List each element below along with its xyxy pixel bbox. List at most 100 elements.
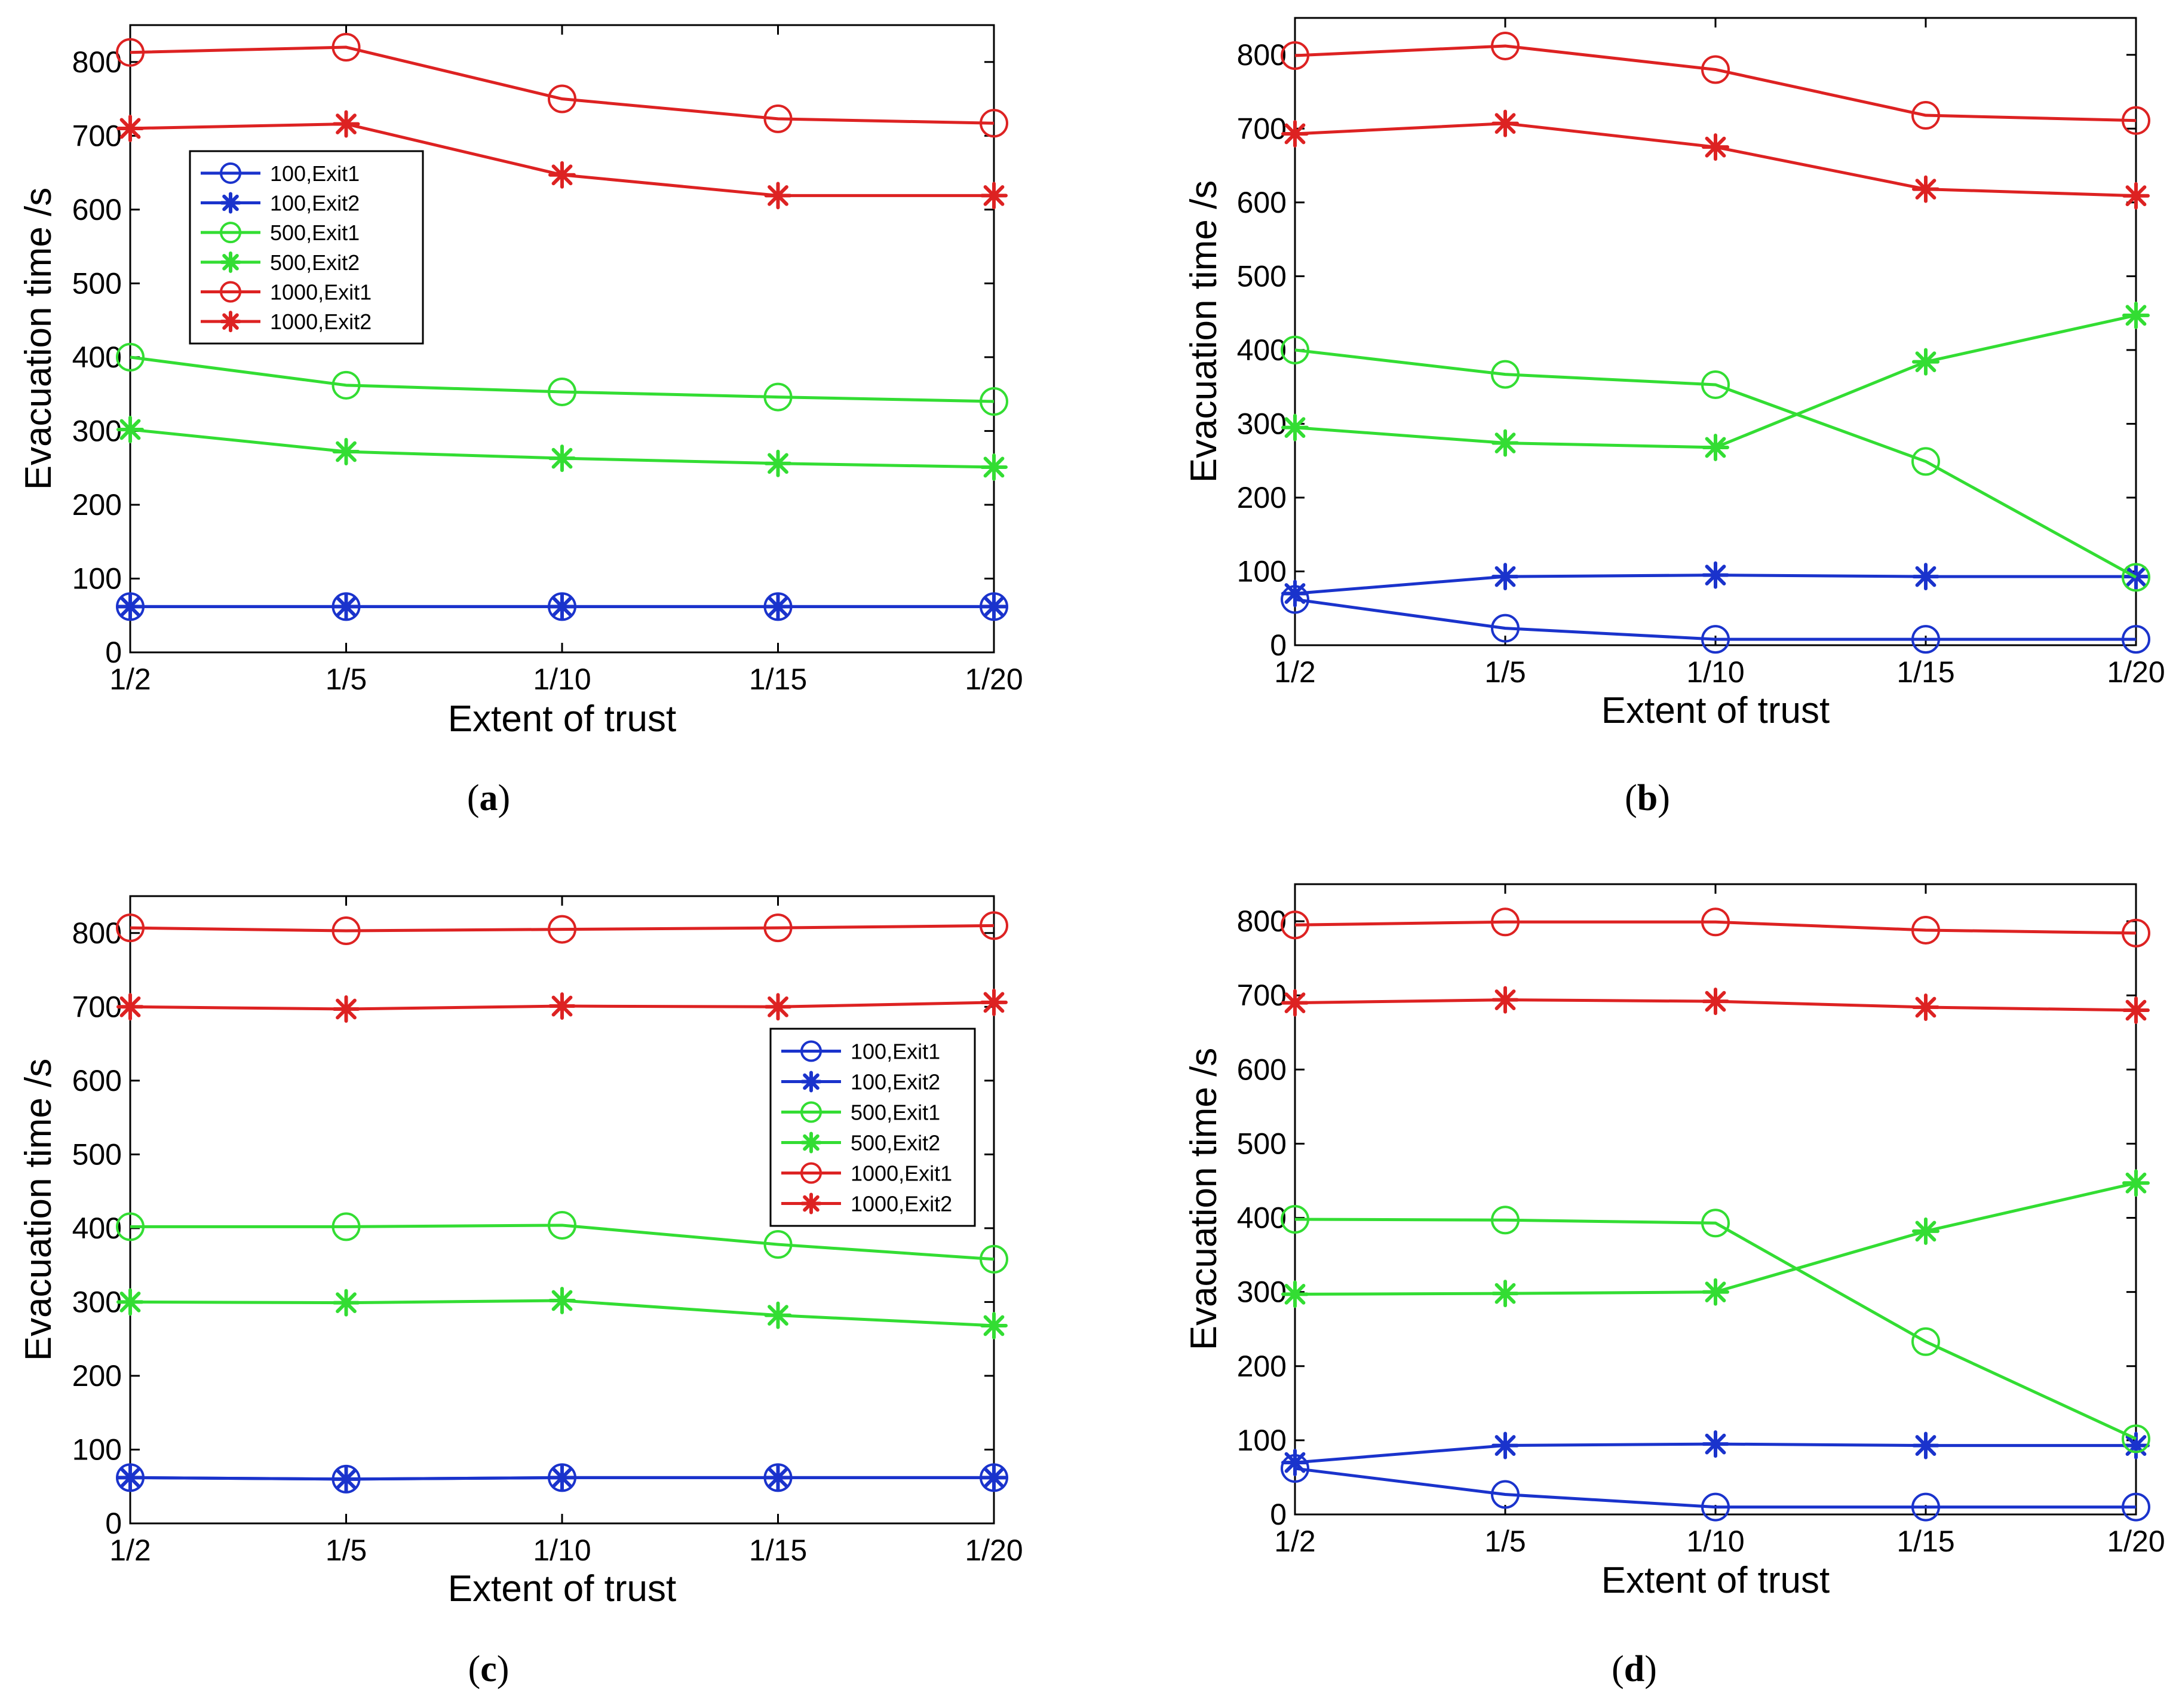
series-500-exit2 xyxy=(1281,301,2150,461)
series-500-exit2 xyxy=(116,415,1008,481)
circle-marker xyxy=(1491,614,1520,643)
circle-marker xyxy=(1911,1492,1940,1522)
star-marker xyxy=(980,988,1008,1016)
x-tick-label: 1/10 xyxy=(533,1534,591,1567)
y-axis-title-d: Evacuation time /s xyxy=(1183,1048,1224,1351)
series-line xyxy=(1294,348,2137,579)
legend-entry: 1000,Exit2 xyxy=(201,309,372,334)
circle-marker xyxy=(763,913,793,943)
legend-entry: 100,Exit2 xyxy=(201,191,360,216)
circle-marker xyxy=(1911,447,1940,476)
series-b xyxy=(1281,31,2150,654)
y-tick-label: 800 xyxy=(1237,904,1287,938)
chart-panel-a: 0 100 200 300 400 500 600 700 800 1/2 1/5 1/10 1/15 1… xyxy=(18,24,1023,818)
circle-marker xyxy=(1701,1492,1730,1522)
legend-marker xyxy=(800,1101,822,1123)
star-marker xyxy=(764,1464,792,1492)
y-tick-label: 0 xyxy=(1270,1498,1287,1531)
star-marker xyxy=(1281,579,1309,608)
star-marker xyxy=(980,182,1008,210)
y-tick-label: 300 xyxy=(1237,1275,1287,1309)
star-marker xyxy=(116,1288,144,1316)
chart-panel-d: 0 100 200 300 400 500 600 700 800 1/2 1/5 1/10 1/15 1… xyxy=(1183,883,2165,1689)
series-100-exit2 xyxy=(116,593,1008,621)
legend-label: 1000,Exit2 xyxy=(270,309,372,334)
legend-label: 500,Exit1 xyxy=(851,1100,940,1125)
series-line xyxy=(130,924,995,933)
series-100-exit1 xyxy=(1281,585,2150,654)
legend-entry: 100,Exit1 xyxy=(201,161,360,186)
x-tick-label: 1/15 xyxy=(749,663,807,696)
y-tick-label: 500 xyxy=(1237,259,1287,293)
series-1000-exit2 xyxy=(116,988,1008,1023)
panel-caption-d: (d) xyxy=(1612,1649,1657,1689)
star-marker xyxy=(116,593,144,621)
series-line xyxy=(1294,597,2136,641)
circle-marker xyxy=(1701,625,1730,654)
circle-marker xyxy=(980,387,1008,416)
y-tick-label: 800 xyxy=(72,916,122,950)
y-tick-label: 0 xyxy=(105,636,122,669)
y-tick-label: 200 xyxy=(72,1359,122,1393)
circle-marker xyxy=(1701,907,1730,937)
series-100-exit1 xyxy=(1281,1454,2150,1522)
circle-marker xyxy=(1911,101,1940,130)
x-tick-label: 1/5 xyxy=(1484,1525,1526,1558)
circle-marker xyxy=(1701,370,1730,399)
y-tick-label: 100 xyxy=(1237,554,1287,588)
circle-marker xyxy=(2122,563,2150,592)
circle-marker xyxy=(1701,55,1730,84)
star-marker xyxy=(764,1301,792,1329)
series-500-exit1 xyxy=(1281,1205,2150,1454)
series-500-exit1 xyxy=(116,1210,1008,1274)
circle-marker xyxy=(763,1230,793,1259)
legend-marker xyxy=(220,222,241,244)
series-500-exit2 xyxy=(116,1286,1008,1339)
star-marker xyxy=(1912,1217,1939,1245)
legend-entry: 100,Exit1 xyxy=(781,1039,940,1064)
y-tick-label: 600 xyxy=(72,193,122,226)
y-axis-title-a: Evacuation time /s xyxy=(18,188,59,490)
legend-label: 500,Exit2 xyxy=(270,250,360,275)
star-marker xyxy=(2122,1431,2150,1459)
y-tick-label: 500 xyxy=(1237,1127,1287,1160)
x-tick-label: 1/20 xyxy=(965,663,1023,696)
legend-label: 1000,Exit1 xyxy=(851,1161,952,1186)
y-axis-title-b: Evacuation time /s xyxy=(1183,180,1224,483)
legend-label: 1000,Exit1 xyxy=(270,280,372,305)
x-tick-label: 1/5 xyxy=(1484,655,1526,689)
star-marker xyxy=(1281,413,1309,441)
star-marker xyxy=(764,449,792,477)
legend-marker xyxy=(220,162,241,184)
legend-label: 100,Exit1 xyxy=(270,161,360,186)
legend-entry: 1000,Exit2 xyxy=(781,1192,952,1216)
star-marker xyxy=(1912,563,1939,591)
series-500-exit1 xyxy=(1281,335,2150,592)
legend-marker xyxy=(800,1162,822,1184)
legend-a: 100,Exit1 100,Exit2 500,Exit1 500,Exit2 1000… xyxy=(189,150,424,345)
circle-marker xyxy=(1491,907,1520,937)
star-marker xyxy=(1281,989,1309,1017)
circle-marker xyxy=(1491,360,1520,389)
x-axis-title-d: Extent of trust xyxy=(1601,1560,1830,1601)
star-marker xyxy=(980,453,1008,481)
legend-entry: 500,Exit1 xyxy=(781,1100,940,1125)
y-tick-label: 100 xyxy=(72,1433,122,1466)
legend-marker xyxy=(800,1192,822,1215)
legend-entry: 500,Exit2 xyxy=(781,1131,940,1155)
circle-marker xyxy=(1281,1205,1309,1234)
legend-box xyxy=(769,1028,976,1227)
x-tick-label: 1/20 xyxy=(965,1534,1023,1567)
x-axis-title-c: Extent of trust xyxy=(448,1568,677,1609)
y-tick-label: 400 xyxy=(72,341,122,374)
circle-marker xyxy=(2122,1424,2150,1454)
x-tick-label: 1/10 xyxy=(1686,655,1744,689)
circle-marker xyxy=(116,38,145,67)
star-marker xyxy=(2122,301,2150,329)
legend-label: 100,Exit2 xyxy=(270,191,360,216)
star-marker xyxy=(1491,1280,1519,1308)
circle-marker xyxy=(332,916,361,946)
star-marker xyxy=(1702,133,1729,161)
y-tick-label: 600 xyxy=(72,1064,122,1097)
x-tick-label: 1/20 xyxy=(2107,1525,2165,1558)
